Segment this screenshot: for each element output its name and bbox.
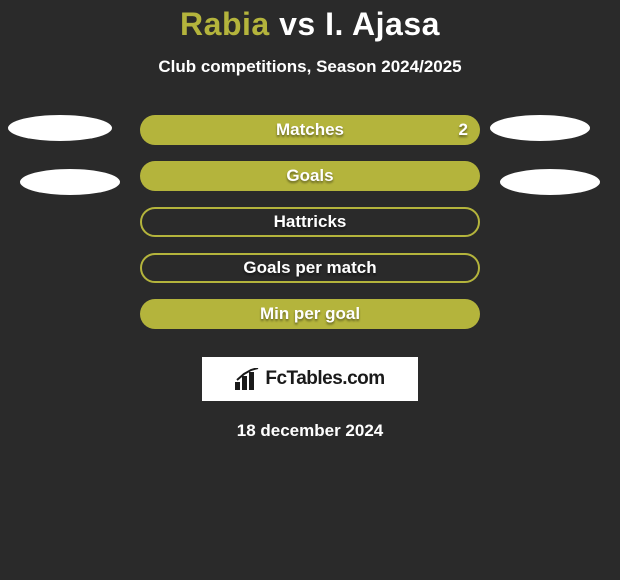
stat-label: Goals per match [243,258,376,278]
vs-separator: vs [279,6,316,42]
logo-box[interactable]: FcTables.com [202,357,418,401]
stat-bar: Min per goal [140,299,480,329]
stat-label: Hattricks [274,212,347,232]
logo: FcTables.com [235,368,384,390]
player2-name: I. Ajasa [325,6,440,42]
stat-bar: Goals [140,161,480,191]
stat-row: Hattricks [0,207,620,253]
logo-text: FcTables.com [265,368,384,390]
page-title: Rabia vs I. Ajasa [0,6,620,43]
stat-value: 2 [459,120,468,140]
stat-row: Min per goal [0,299,620,345]
stat-bar: Goals per match [140,253,480,283]
stat-row: Goals per match [0,253,620,299]
date-label: 18 december 2024 [0,421,620,441]
player1-name: Rabia [180,6,270,42]
stat-bar: Matches 2 [140,115,480,145]
stat-label: Goals [286,166,333,186]
right-ellipse [490,115,590,141]
subtitle: Club competitions, Season 2024/2025 [0,57,620,77]
stats-card: Rabia vs I. Ajasa Club competitions, Sea… [0,0,620,441]
stat-label: Min per goal [260,304,360,324]
stat-row: Matches 2 [0,115,620,161]
left-ellipse [20,169,120,195]
stat-row: Goals [0,161,620,207]
left-ellipse [8,115,112,141]
right-ellipse [500,169,600,195]
stat-label: Matches [276,120,344,140]
stats-rows: Matches 2 Goals Hattricks Goals per match Min… [0,115,620,345]
bars-icon [235,368,261,390]
stat-bar: Hattricks [140,207,480,237]
